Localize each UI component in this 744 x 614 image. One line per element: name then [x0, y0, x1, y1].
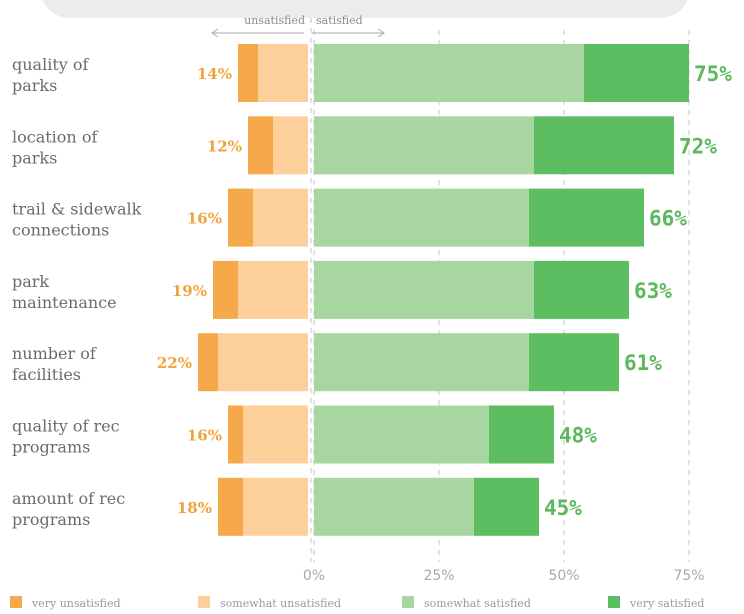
- bar-very-satisfied-3: [534, 260, 629, 319]
- legend-label-3: very satisfied: [629, 597, 704, 610]
- bar-very-unsatisfied-4: [198, 333, 218, 392]
- bar-somewhat-unsatisfied-4: [218, 333, 308, 392]
- header-satisfied-label: satisfied: [316, 14, 363, 27]
- satisfied-total-6: 45%: [544, 496, 582, 520]
- bar-very-satisfied-6: [474, 477, 539, 536]
- legend-swatch-3: [608, 596, 620, 608]
- unsatisfied-total-2: 16%: [187, 210, 222, 228]
- bar-very-satisfied-4: [529, 333, 619, 392]
- bar-somewhat-unsatisfied-1: [273, 116, 308, 175]
- legend-swatch-1: [198, 596, 210, 608]
- category-label-0: quality of parks: [12, 55, 90, 95]
- legend-label-2: somewhat satisfied: [424, 597, 531, 610]
- satisfied-total-2: 66%: [649, 207, 687, 231]
- bar-somewhat-satisfied-5: [314, 405, 489, 464]
- category-label-6: amount of rec programs: [12, 489, 125, 529]
- unsatisfied-total-0: 14%: [197, 65, 232, 83]
- bar-somewhat-satisfied-6: [314, 477, 474, 536]
- unsatisfied-total-1: 12%: [207, 137, 242, 155]
- unsatisfied-total-3: 19%: [172, 282, 207, 300]
- x-axis-ticks: 0% 25% 50% 75%: [303, 568, 705, 584]
- tick-label-75pct: 75%: [673, 568, 704, 584]
- bar-somewhat-satisfied-1: [314, 116, 534, 175]
- satisfied-total-3: 63%: [634, 279, 672, 303]
- bar-very-unsatisfied-3: [213, 260, 238, 319]
- bar-somewhat-satisfied-2: [314, 188, 529, 247]
- tick-label-50pct: 50%: [548, 568, 579, 584]
- satisfied-total-5: 48%: [559, 424, 597, 448]
- bar-very-satisfied-2: [529, 188, 644, 247]
- bar-somewhat-satisfied-0: [314, 44, 584, 102]
- decorative-top-band: [40, 0, 690, 18]
- bar-somewhat-unsatisfied-0: [258, 44, 308, 102]
- bar-very-unsatisfied-6: [218, 477, 243, 536]
- category-label-5: quality of rec programs: [12, 417, 120, 457]
- header-unsatisfied-label: unsatisfied: [244, 14, 305, 27]
- bar-very-unsatisfied-5: [228, 405, 243, 464]
- legend-swatch-2: [402, 596, 414, 608]
- category-label-4: number of facilities: [12, 344, 97, 384]
- bars: [198, 44, 689, 536]
- legend-swatch-0: [10, 596, 22, 608]
- bar-somewhat-satisfied-3: [314, 260, 534, 319]
- satisfied-total-0: 75%: [694, 62, 732, 86]
- legend-label-0: very unsatisfied: [31, 597, 121, 610]
- bar-somewhat-unsatisfied-6: [243, 477, 308, 536]
- satisfied-total-4: 61%: [624, 351, 662, 375]
- right-arrow-head: [377, 28, 385, 38]
- bar-very-satisfied-1: [534, 116, 674, 175]
- gridlines: [310, 18, 690, 562]
- bar-very-unsatisfied-1: [248, 116, 273, 175]
- bar-somewhat-satisfied-4: [314, 333, 529, 392]
- unsatisfied-total-6: 18%: [177, 499, 212, 517]
- tick-label-0pct: 0%: [303, 568, 325, 584]
- bar-somewhat-unsatisfied-2: [253, 188, 308, 247]
- legend-label-1: somewhat unsatisfied: [220, 597, 341, 610]
- bar-somewhat-unsatisfied-3: [238, 260, 308, 319]
- bar-very-satisfied-0: [584, 44, 689, 102]
- bar-very-unsatisfied-2: [228, 188, 253, 247]
- category-label-2: trail & sidewalk connections: [12, 200, 142, 240]
- category-label-3: park maintenance: [12, 272, 117, 312]
- legend: very unsatisfied somewhat unsatisfied some…: [10, 596, 704, 610]
- bar-very-satisfied-5: [489, 405, 554, 464]
- direction-header: unsatisfied satisfied: [211, 14, 385, 38]
- unsatisfied-total-5: 16%: [187, 427, 222, 445]
- unsatisfied-total-4: 22%: [157, 354, 192, 372]
- labels: quality of parks 14% 75% location of parks 12%…: [12, 55, 732, 529]
- tick-label-25pct: 25%: [423, 568, 454, 584]
- bar-somewhat-unsatisfied-5: [243, 405, 308, 464]
- bar-very-unsatisfied-0: [238, 44, 258, 102]
- category-label-1: location of parks: [12, 127, 98, 167]
- satisfied-total-1: 72%: [679, 134, 717, 158]
- left-arrow-head: [211, 28, 219, 38]
